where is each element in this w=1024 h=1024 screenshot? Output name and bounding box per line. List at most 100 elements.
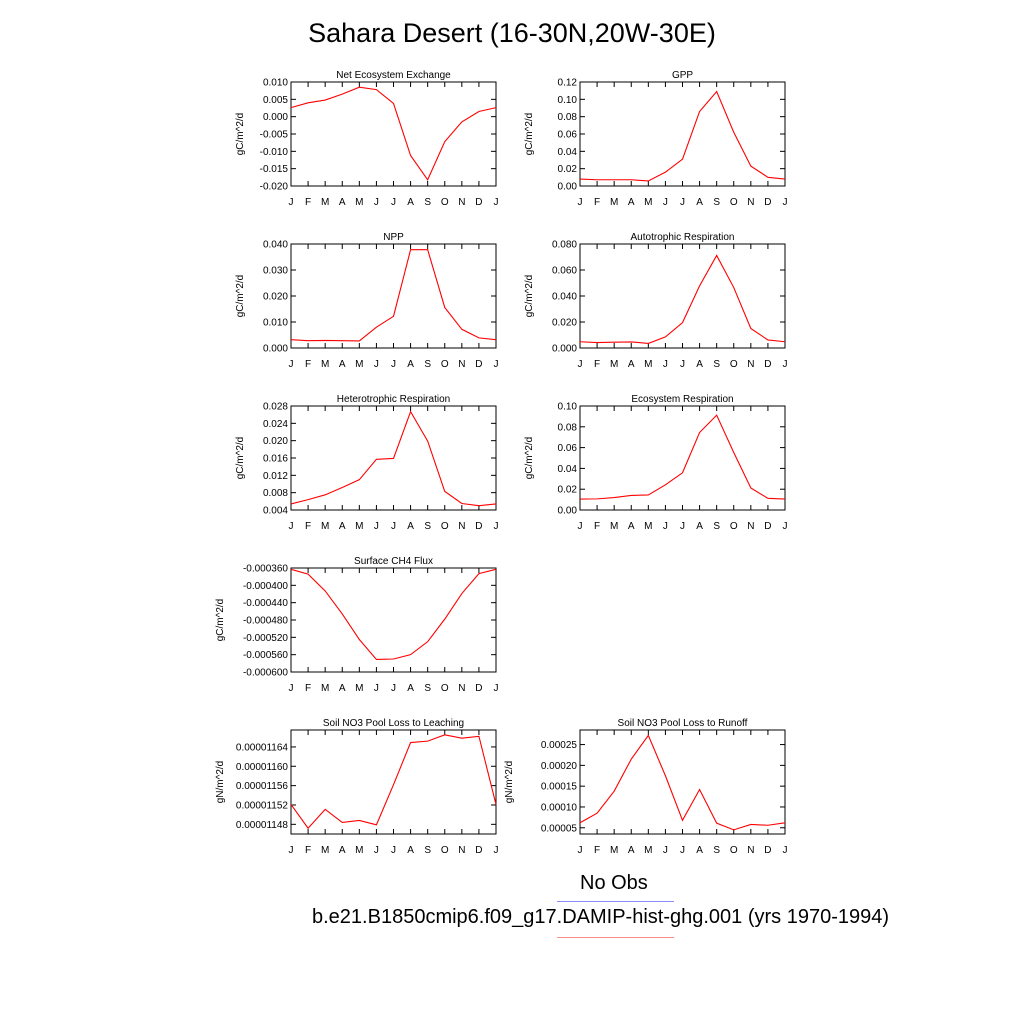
y-tick-label: 0.08 bbox=[558, 422, 578, 433]
y-axis-label: gN/m^2/d bbox=[504, 761, 515, 804]
x-tick-label: M bbox=[321, 359, 329, 370]
x-tick-label: A bbox=[339, 845, 346, 856]
y-tick-label: -0.000560 bbox=[243, 650, 288, 661]
x-tick-label: S bbox=[424, 683, 431, 694]
x-tick-label: J bbox=[680, 197, 685, 208]
y-axis-label: gC/m^2/d bbox=[524, 113, 535, 156]
y-tick-label: 0.12 bbox=[558, 78, 578, 89]
x-tick-label: M bbox=[321, 683, 329, 694]
x-tick-label: F bbox=[594, 845, 600, 856]
x-tick-label: D bbox=[475, 521, 482, 532]
series-line bbox=[290, 249, 497, 342]
y-tick-label: 0.00001148 bbox=[236, 820, 289, 831]
x-tick-label: S bbox=[424, 521, 431, 532]
x-tick-label: O bbox=[441, 359, 449, 370]
x-tick-label: F bbox=[305, 845, 311, 856]
x-tick-label: S bbox=[424, 197, 431, 208]
series-line bbox=[579, 414, 786, 500]
y-axis-label: gC/m^2/d bbox=[215, 599, 226, 642]
chart-panel-1: Net Ecosystem Exchange gC/m^2/d 0.010 0.005… bbox=[235, 70, 499, 208]
x-tick-label: J bbox=[391, 683, 396, 694]
y-tick-label: 0.00 bbox=[558, 182, 578, 193]
x-tick-label: A bbox=[628, 197, 635, 208]
x-tick-label: J bbox=[289, 521, 294, 532]
plot-frame bbox=[579, 729, 786, 835]
x-tick-label: A bbox=[407, 683, 414, 694]
y-tick-label: 0.00001160 bbox=[236, 762, 289, 773]
x-tick-label: S bbox=[713, 359, 720, 370]
x-tick-label: O bbox=[730, 197, 738, 208]
y-tick-label: 0.004 bbox=[263, 506, 288, 517]
y-tick-label: 0.00001164 bbox=[236, 742, 289, 753]
x-tick-label: J bbox=[663, 521, 668, 532]
y-tick-label: 0.020 bbox=[263, 436, 288, 447]
x-tick-label: F bbox=[305, 359, 311, 370]
y-tick-label: 0.02 bbox=[558, 485, 578, 496]
x-tick-label: M bbox=[610, 197, 618, 208]
x-tick-label: N bbox=[458, 845, 465, 856]
legend-label-obs: No Obs bbox=[580, 872, 648, 894]
x-tick-label: M bbox=[355, 197, 363, 208]
x-tick-label: F bbox=[594, 521, 600, 532]
x-tick-label: A bbox=[407, 359, 414, 370]
x-tick-label: J bbox=[391, 845, 396, 856]
chart-panel-5: Heterotrophic Respiration gC/m^2/d 0.028 0.… bbox=[235, 394, 499, 532]
y-tick-label: -0.000400 bbox=[243, 581, 288, 592]
series-line bbox=[290, 734, 497, 830]
x-tick-label: J bbox=[578, 521, 583, 532]
x-tick-label: M bbox=[321, 197, 329, 208]
x-tick-label: J bbox=[391, 359, 396, 370]
y-tick-label: 0.005 bbox=[263, 95, 288, 106]
y-tick-label: 0.010 bbox=[263, 318, 288, 329]
y-tick-label: 0.10 bbox=[558, 95, 578, 106]
x-tick-label: O bbox=[441, 845, 449, 856]
x-tick-label: D bbox=[475, 683, 482, 694]
x-tick-label: J bbox=[289, 845, 294, 856]
series-line bbox=[579, 254, 786, 345]
y-tick-label: 0.012 bbox=[263, 471, 288, 482]
x-tick-label: A bbox=[696, 197, 703, 208]
x-tick-label: J bbox=[289, 359, 294, 370]
x-tick-label: J bbox=[494, 845, 499, 856]
legend-line-model bbox=[557, 937, 674, 938]
x-tick-label: J bbox=[391, 197, 396, 208]
y-tick-label: 0.080 bbox=[552, 240, 577, 251]
y-tick-label: 0.040 bbox=[552, 292, 577, 303]
series-line bbox=[579, 734, 786, 831]
y-axis-label: gC/m^2/d bbox=[524, 437, 535, 480]
x-tick-label: J bbox=[494, 359, 499, 370]
panel-title: NPP bbox=[383, 232, 404, 243]
x-tick-label: J bbox=[289, 197, 294, 208]
x-tick-label: A bbox=[696, 521, 703, 532]
legend-label-model: b.e21.B1850cmip6.f09_g17.DAMIP-hist-ghg.… bbox=[312, 906, 890, 928]
y-tick-label: -0.000480 bbox=[243, 616, 288, 627]
y-tick-label: 0.06 bbox=[558, 443, 578, 454]
x-tick-label: M bbox=[355, 845, 363, 856]
x-tick-label: J bbox=[783, 197, 788, 208]
x-tick-label: N bbox=[458, 683, 465, 694]
y-tick-label: -0.020 bbox=[260, 182, 289, 193]
y-tick-label: -0.015 bbox=[260, 164, 289, 175]
x-tick-label: D bbox=[764, 359, 771, 370]
series-line bbox=[290, 86, 497, 181]
plot-frame bbox=[290, 729, 497, 835]
chart-panel-8: Soil NO3 Pool Loss to Leaching gN/m^2/d 0.… bbox=[215, 718, 499, 856]
x-tick-label: S bbox=[713, 197, 720, 208]
y-tick-label: 0.028 bbox=[263, 402, 288, 413]
chart-panel-6: Ecosystem Respiration gC/m^2/d 0.10 0.08 0.0… bbox=[524, 394, 788, 532]
y-tick-label: 0.10 bbox=[558, 402, 578, 413]
x-tick-label: J bbox=[374, 359, 379, 370]
y-tick-label: 0.000 bbox=[552, 344, 577, 355]
x-tick-label: M bbox=[355, 521, 363, 532]
x-tick-label: O bbox=[730, 521, 738, 532]
x-tick-label: J bbox=[783, 359, 788, 370]
y-axis-label: gC/m^2/d bbox=[235, 437, 246, 480]
x-tick-label: M bbox=[644, 845, 652, 856]
series-line bbox=[290, 568, 497, 660]
plot-frame bbox=[579, 405, 786, 511]
x-tick-label: D bbox=[764, 197, 771, 208]
x-tick-label: O bbox=[441, 683, 449, 694]
x-tick-label: J bbox=[680, 521, 685, 532]
